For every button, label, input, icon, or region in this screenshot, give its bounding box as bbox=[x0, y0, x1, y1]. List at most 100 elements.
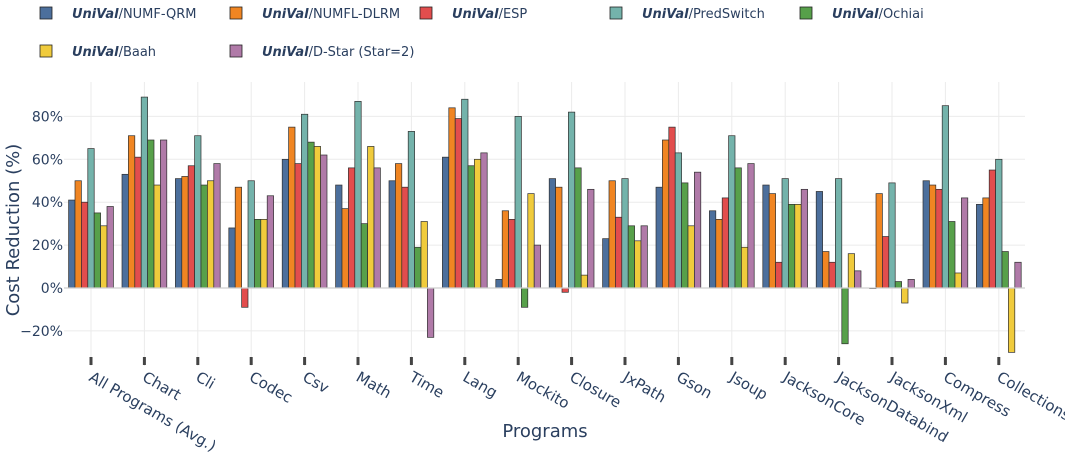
bar[interactable] bbox=[634, 240, 642, 289]
bar[interactable] bbox=[728, 135, 736, 289]
bar[interactable] bbox=[1014, 261, 1022, 289]
bar[interactable] bbox=[627, 225, 635, 289]
bar[interactable] bbox=[181, 176, 189, 289]
bar[interactable] bbox=[533, 244, 541, 289]
bar[interactable] bbox=[1008, 287, 1016, 353]
bar[interactable] bbox=[260, 219, 268, 289]
bar[interactable] bbox=[602, 238, 610, 289]
bar[interactable] bbox=[580, 274, 588, 289]
bar[interactable] bbox=[213, 163, 221, 289]
bar[interactable] bbox=[307, 141, 315, 289]
bar[interactable] bbox=[681, 182, 689, 289]
bar[interactable] bbox=[501, 210, 509, 289]
legend-item[interactable]: UniVal/NUMF-QRM bbox=[39, 6, 197, 22]
bar[interactable] bbox=[901, 287, 909, 304]
bar[interactable] bbox=[822, 251, 830, 289]
bar[interactable] bbox=[407, 131, 415, 289]
bar[interactable] bbox=[320, 154, 328, 289]
bar[interactable] bbox=[266, 195, 274, 289]
bar[interactable] bbox=[106, 206, 114, 289]
legend-item[interactable]: UniVal/PredSwitch bbox=[609, 6, 765, 22]
bar[interactable] bbox=[414, 246, 422, 289]
bar[interactable] bbox=[175, 178, 183, 289]
bar[interactable] bbox=[941, 105, 949, 289]
bar[interactable] bbox=[521, 287, 529, 308]
bar[interactable] bbox=[995, 158, 1003, 289]
bar[interactable] bbox=[875, 193, 883, 289]
bar[interactable] bbox=[348, 167, 356, 289]
bar[interactable] bbox=[976, 203, 984, 289]
bar[interactable] bbox=[687, 225, 695, 289]
bar[interactable] bbox=[427, 287, 435, 338]
bar[interactable] bbox=[828, 261, 836, 289]
bar[interactable] bbox=[514, 116, 522, 289]
bar[interactable] bbox=[100, 225, 108, 289]
bar[interactable] bbox=[548, 178, 556, 289]
bar[interactable] bbox=[93, 212, 101, 289]
bar[interactable] bbox=[360, 223, 368, 289]
bar[interactable] bbox=[747, 163, 755, 289]
bar[interactable] bbox=[341, 208, 349, 289]
bar[interactable] bbox=[301, 113, 309, 289]
bar[interactable] bbox=[134, 156, 142, 289]
bar[interactable] bbox=[420, 221, 428, 289]
bar[interactable] bbox=[442, 156, 450, 289]
bar[interactable] bbox=[395, 163, 403, 289]
bar[interactable] bbox=[668, 126, 676, 289]
bar[interactable] bbox=[788, 203, 796, 289]
bar[interactable] bbox=[68, 199, 76, 289]
bar[interactable] bbox=[888, 182, 896, 289]
bar[interactable] bbox=[587, 188, 595, 289]
bar[interactable] bbox=[894, 281, 902, 289]
bar[interactable] bbox=[81, 201, 89, 289]
bar[interactable] bbox=[555, 186, 563, 289]
bar[interactable] bbox=[508, 219, 516, 289]
bar[interactable] bbox=[140, 96, 148, 289]
bar[interactable] bbox=[794, 203, 802, 289]
bar[interactable] bbox=[228, 227, 236, 289]
bar[interactable] bbox=[247, 180, 255, 289]
bar[interactable] bbox=[935, 188, 943, 289]
legend-item[interactable]: UniVal/Ochiai bbox=[799, 6, 924, 22]
bar[interactable] bbox=[847, 253, 855, 289]
bar[interactable] bbox=[721, 197, 729, 289]
bar[interactable] bbox=[401, 186, 409, 289]
bar[interactable] bbox=[762, 184, 770, 289]
legend-item[interactable]: UniVal/D-Star (Star=2) bbox=[229, 44, 414, 60]
bar[interactable] bbox=[480, 152, 488, 289]
bar[interactable] bbox=[621, 178, 629, 289]
bar[interactable] bbox=[615, 216, 623, 289]
bar[interactable] bbox=[74, 180, 82, 289]
bar[interactable] bbox=[373, 167, 381, 289]
bar[interactable] bbox=[1001, 251, 1009, 289]
bar[interactable] bbox=[121, 173, 129, 289]
bar[interactable] bbox=[147, 139, 155, 289]
bar[interactable] bbox=[313, 146, 321, 289]
bar[interactable] bbox=[815, 191, 823, 289]
bar[interactable] bbox=[561, 287, 569, 293]
bar[interactable] bbox=[988, 169, 996, 289]
bar[interactable] bbox=[568, 111, 576, 289]
bar[interactable] bbox=[467, 165, 475, 289]
bar[interactable] bbox=[882, 236, 890, 289]
bar[interactable] bbox=[662, 139, 670, 289]
bar[interactable] bbox=[608, 180, 616, 289]
bar[interactable] bbox=[982, 197, 990, 289]
bar[interactable] bbox=[335, 184, 343, 289]
bar[interactable] bbox=[187, 165, 195, 289]
bar[interactable] bbox=[775, 261, 783, 289]
bar[interactable] bbox=[574, 167, 582, 289]
bar[interactable] bbox=[234, 186, 242, 289]
bar[interactable] bbox=[254, 219, 262, 289]
bar[interactable] bbox=[768, 193, 776, 289]
bar[interactable] bbox=[495, 279, 503, 289]
bar[interactable] bbox=[655, 186, 663, 289]
bar[interactable] bbox=[461, 98, 469, 289]
bar[interactable] bbox=[929, 184, 937, 289]
bar[interactable] bbox=[294, 163, 302, 289]
bar[interactable] bbox=[734, 167, 742, 289]
bar[interactable] bbox=[715, 219, 723, 289]
bar[interactable] bbox=[474, 158, 482, 289]
bar[interactable] bbox=[367, 146, 375, 289]
bar[interactable] bbox=[922, 180, 930, 289]
